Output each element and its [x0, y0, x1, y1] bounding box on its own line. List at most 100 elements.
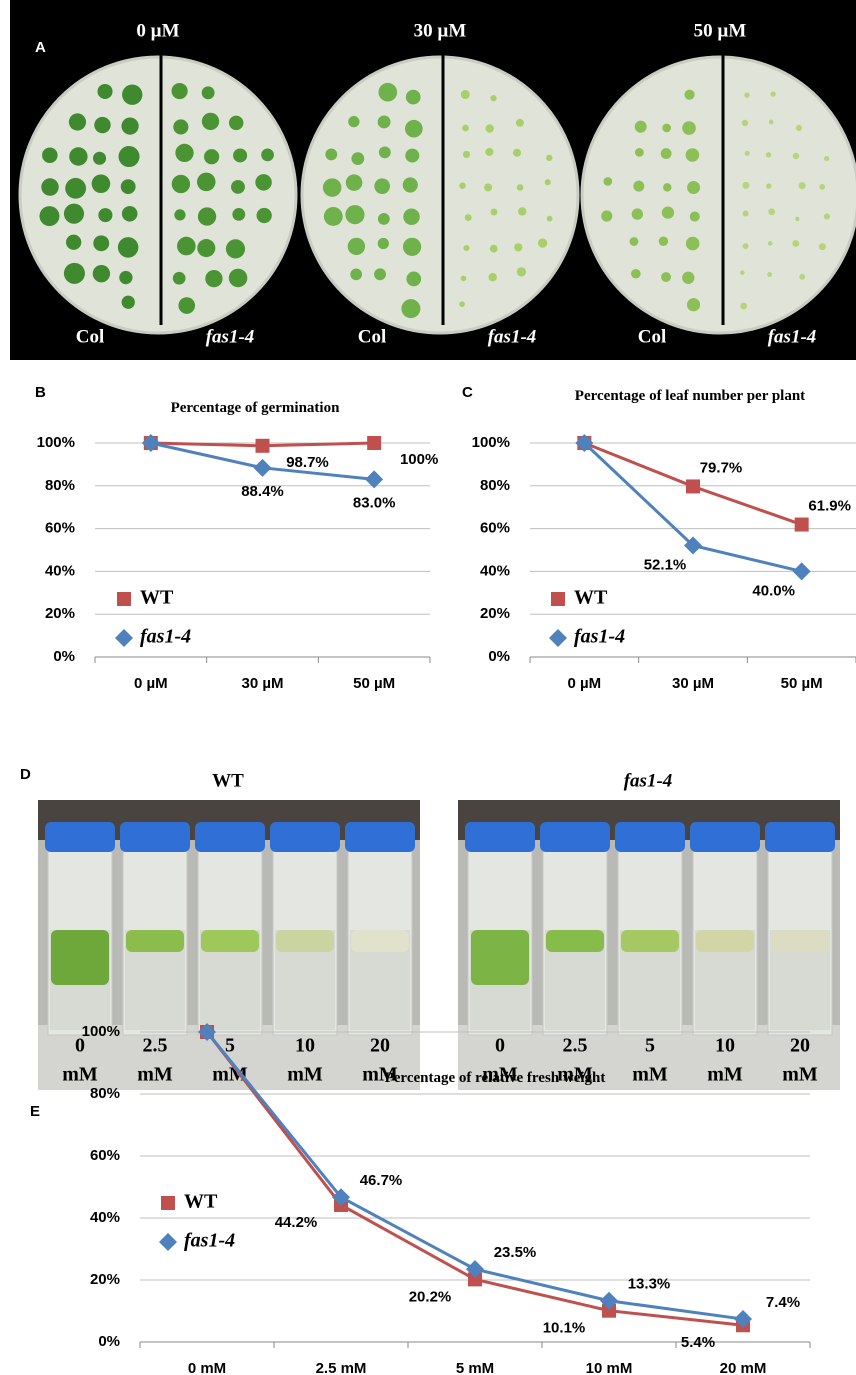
seedling: [462, 124, 469, 132]
value-label: 10.1%: [543, 1320, 586, 1337]
y-tick-label: 100%: [472, 434, 510, 451]
y-tick-label: 0%: [488, 648, 510, 665]
seedling: [658, 236, 669, 246]
seedling: [770, 91, 776, 97]
value-label: 23.5%: [494, 1244, 537, 1261]
seedling: [402, 237, 422, 256]
seedling: [459, 182, 466, 189]
seedling: [405, 89, 421, 105]
seedling: [175, 143, 194, 163]
seedling: [178, 297, 196, 314]
value-label: 52.1%: [644, 556, 687, 573]
seedling: [766, 183, 772, 189]
seedling: [741, 119, 749, 127]
seedling: [546, 154, 553, 162]
seedling: [485, 124, 494, 133]
y-tick-label: 20%: [480, 605, 510, 622]
dose-label: 2.5: [143, 1035, 168, 1057]
marker-diamond: [253, 458, 272, 477]
marker-diamond: [549, 629, 567, 647]
tube-cap: [195, 822, 265, 852]
dose-unit: mM: [557, 1064, 593, 1086]
seedling: [97, 83, 113, 99]
dose-unit: mM: [62, 1064, 98, 1086]
seedling: [459, 301, 465, 308]
panel-label: B: [35, 384, 46, 401]
dose-label: 5: [645, 1035, 655, 1057]
marker-square: [602, 1303, 616, 1318]
seedling: [63, 203, 85, 224]
x-tick-label: 30 µM: [242, 675, 284, 692]
seedling: [98, 208, 113, 223]
marker-diamond: [600, 1291, 618, 1310]
seedling: [798, 182, 806, 190]
seedling: [685, 148, 700, 162]
seedling: [377, 213, 390, 225]
seedling: [682, 121, 696, 135]
plant-material: [201, 930, 259, 952]
y-tick-label: 100%: [37, 434, 75, 451]
seedling: [403, 208, 420, 226]
seedling: [687, 181, 701, 194]
dose-label: 2.5: [563, 1035, 588, 1057]
y-tick-label: 100%: [82, 1023, 120, 1040]
plant-material: [471, 930, 529, 985]
seedling: [172, 271, 186, 285]
seedling: [201, 86, 215, 100]
dose-label: 10: [715, 1035, 735, 1057]
seedling: [323, 207, 343, 226]
y-tick-label: 60%: [480, 520, 510, 537]
y-tick-label: 60%: [90, 1147, 120, 1164]
tube-cap: [765, 822, 835, 852]
marker-diamond: [792, 562, 811, 581]
value-label: 98.7%: [286, 454, 329, 471]
tube-cap: [345, 822, 415, 852]
marker-square: [367, 436, 382, 450]
legend-label: WT: [140, 587, 174, 609]
genotype-label: fas1-4: [206, 326, 255, 347]
tube-cap: [615, 822, 685, 852]
seedling: [516, 267, 527, 277]
seedling: [685, 236, 700, 251]
y-tick-label: 40%: [45, 562, 75, 579]
y-tick-label: 20%: [45, 605, 75, 622]
seedling: [232, 207, 246, 221]
plant-material: [696, 930, 754, 952]
panel-label: C: [462, 384, 473, 401]
dose-label: 0: [495, 1035, 505, 1057]
seedling: [544, 179, 551, 186]
seedling: [347, 237, 366, 256]
concentration-label: 30 µM: [414, 20, 467, 41]
seedling: [489, 244, 498, 253]
seedling: [42, 147, 58, 164]
petri-dish: [580, 55, 856, 335]
marker-diamond: [198, 1023, 216, 1041]
marker-square: [117, 592, 131, 606]
seedling: [744, 92, 750, 98]
genotype-label: Col: [358, 326, 387, 347]
seedling: [662, 123, 672, 133]
seedling: [196, 172, 216, 192]
value-label: 5.4%: [681, 1334, 715, 1351]
seedling: [767, 272, 773, 277]
seedling: [377, 237, 389, 250]
seedling: [122, 84, 143, 105]
seedling: [345, 174, 363, 191]
seedling: [351, 152, 365, 165]
x-tick-label: 10 mM: [586, 1360, 633, 1375]
seedling: [463, 244, 470, 252]
seedling: [402, 177, 418, 193]
seedling: [121, 117, 139, 135]
seedling: [121, 206, 138, 222]
tube-cap: [540, 822, 610, 852]
seedling: [65, 177, 87, 199]
seedling: [490, 95, 497, 102]
plant-material: [126, 930, 184, 952]
value-label: 83.0%: [353, 494, 396, 511]
seedling: [325, 148, 338, 161]
seedling: [117, 237, 139, 258]
seedling: [515, 118, 524, 127]
dose-unit: mM: [707, 1064, 743, 1086]
